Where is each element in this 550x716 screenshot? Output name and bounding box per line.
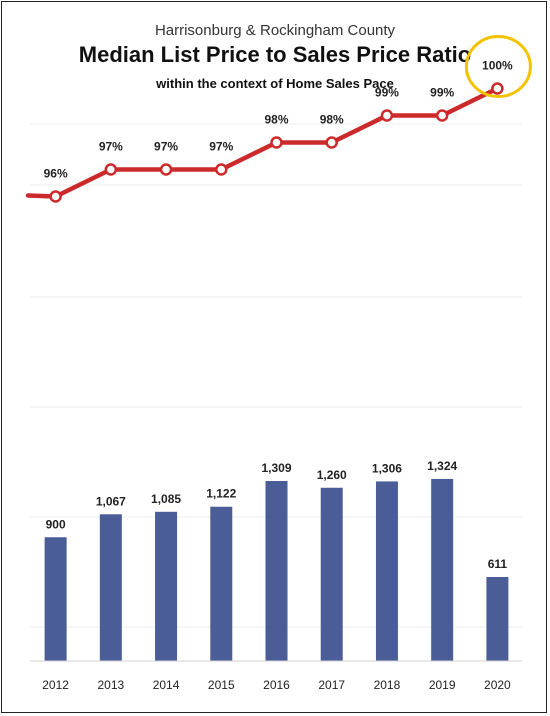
bar [486,576,509,661]
bar-value-label: 1,122 [206,487,236,501]
ratio-label: 99% [375,86,399,100]
bar-value-label: 611 [488,557,508,571]
bar [210,506,233,661]
ratio-label: 98% [264,113,288,127]
ratio-point [491,82,504,95]
ratio-point [104,163,118,176]
ratio-label: 97% [154,140,178,154]
x-tick-label: 2018 [374,678,401,692]
x-tick-label: 2012 [42,678,69,692]
ratio-point [325,136,338,149]
ratio-label: 96% [44,167,68,181]
bar-value-label: 1,324 [427,459,457,473]
ratio-point [435,109,449,122]
bar-value-label: 1,260 [317,468,347,482]
ratio-label: 97% [99,140,123,154]
ratio-line [25,86,500,199]
x-tick-label: 2013 [97,678,124,692]
x-tick-label: 2017 [318,678,345,692]
bar [320,487,343,661]
ratio-label: 98% [320,113,344,127]
highlight-circle [464,35,532,98]
ratio-point [159,163,173,176]
x-tick-label: 2014 [153,678,180,692]
bar [155,511,178,661]
ratio-point [380,109,394,122]
x-tick-label: 2015 [208,678,235,692]
bar-value-label: 1,085 [151,492,181,506]
bar [99,514,122,661]
bar [44,537,67,661]
x-tick-label: 2016 [263,678,290,692]
ratio-point [215,163,228,176]
ratio-point [49,190,62,203]
bar-value-label: 1,306 [372,461,402,475]
ratio-label: 99% [430,86,454,100]
bar [375,481,398,661]
bar [431,478,454,661]
chart-subtitle: within the context of Home Sales Pace [156,76,394,91]
bar-value-label: 1,309 [261,461,291,475]
x-tick-label: 2020 [484,678,511,692]
chart-title: Median List Price to Sales Price Ratio [78,42,472,67]
chart-title-line1: Harrisonburg & Rockingham County [154,22,396,39]
bar-value-label: 1,067 [96,494,126,508]
x-tick-label: 2019 [429,678,456,692]
bar-value-label: 900 [46,517,66,531]
ratio-label: 100% [482,59,513,73]
ratio-point [270,136,283,149]
bar [265,481,288,661]
ratio-label: 97% [209,140,233,154]
